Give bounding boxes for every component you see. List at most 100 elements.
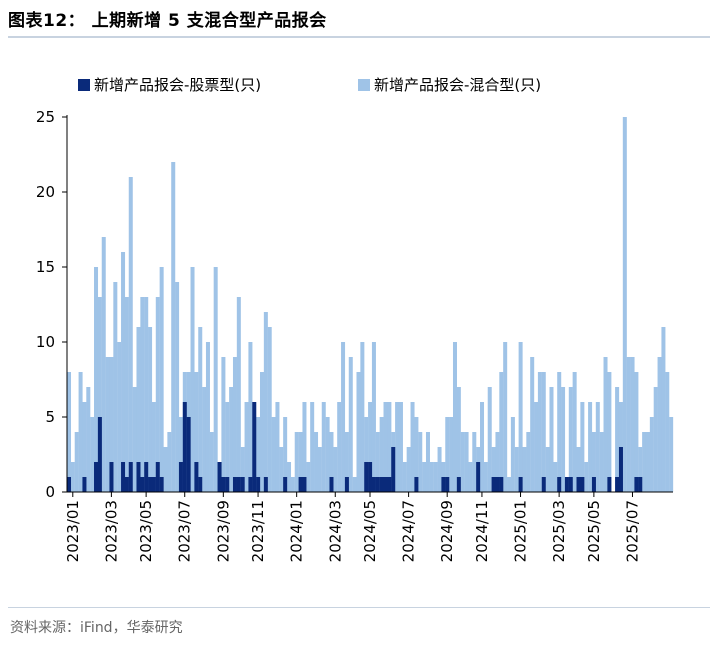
bar-hybrid <box>94 267 99 492</box>
bar-hybrid <box>541 372 546 492</box>
bar-hybrid <box>236 297 241 492</box>
bar-hybrid <box>634 372 639 492</box>
bar-equity <box>557 477 562 492</box>
bar-hybrid <box>402 462 407 492</box>
bar-hybrid <box>371 342 376 492</box>
x-tick-label: 2023/11 <box>249 500 267 562</box>
bar-hybrid <box>82 402 87 492</box>
bar-equity <box>568 477 573 492</box>
bar-equity <box>252 402 257 492</box>
bar-equity <box>151 477 156 492</box>
chart-title: 图表12： 上期新增 5 支混合型产品报会 <box>8 11 327 31</box>
bar-hybrid <box>117 342 122 492</box>
x-tick-label: 2024/03 <box>326 500 344 562</box>
bar-hybrid <box>464 432 469 492</box>
bar-equity <box>364 462 369 492</box>
bar-equity <box>607 477 612 492</box>
bar-equity <box>136 462 141 492</box>
bar-hybrid <box>514 447 519 492</box>
bar-hybrid <box>580 402 585 492</box>
bar-equity <box>618 447 623 492</box>
bar-hybrid <box>225 402 230 492</box>
bar-equity <box>371 477 376 492</box>
y-tick-label: 5 <box>45 408 55 426</box>
y-tick-label: 10 <box>36 333 55 351</box>
bar-hybrid <box>171 162 176 492</box>
bar-hybrid <box>287 462 292 492</box>
bar-equity <box>263 477 268 492</box>
bar-equity <box>155 462 160 492</box>
bar-hybrid <box>221 357 226 492</box>
bar-equity <box>67 477 72 492</box>
bar-hybrid <box>78 372 83 492</box>
bar-hybrid <box>414 417 419 492</box>
bar-equity <box>140 477 145 492</box>
bar-hybrid <box>398 402 403 492</box>
bar-equity <box>148 477 153 492</box>
bar-hybrid <box>584 462 589 492</box>
bar-hybrid <box>507 477 512 492</box>
bar-hybrid <box>483 462 488 492</box>
y-tick-label: 15 <box>36 258 55 276</box>
bar-equity <box>441 477 446 492</box>
bar-equity <box>379 477 384 492</box>
bar-hybrid <box>545 447 550 492</box>
bar-hybrid <box>105 357 110 492</box>
bar-equity <box>329 477 334 492</box>
bar-hybrid <box>510 417 515 492</box>
y-tick-label: 0 <box>45 483 55 501</box>
bar-hybrid <box>70 462 75 492</box>
y-tick-label: 20 <box>36 183 55 201</box>
bar-equity <box>456 477 461 492</box>
bar-hybrid <box>198 327 203 492</box>
x-tick-label: 2023/01 <box>64 500 82 562</box>
legend-label-equity: 新增产品报会-股票型(只) <box>94 76 262 94</box>
bar-hybrid <box>178 417 183 492</box>
bar-equity <box>121 462 126 492</box>
bar-hybrid <box>194 372 199 492</box>
source-note: 资料来源：iFind，华泰研究 <box>10 620 183 636</box>
bar-hybrid <box>275 402 280 492</box>
bar-hybrid <box>456 387 461 492</box>
bar-equity <box>391 447 396 492</box>
bar-hybrid <box>209 432 214 492</box>
bar-equity <box>302 477 307 492</box>
bar-hybrid <box>121 252 126 492</box>
bar-hybrid <box>607 372 612 492</box>
bar-equity <box>217 462 222 492</box>
bar-equity <box>541 477 546 492</box>
bar-hybrid <box>151 402 156 492</box>
bar-hybrid <box>279 447 284 492</box>
bar-hybrid <box>429 462 434 492</box>
bar-hybrid <box>321 402 326 492</box>
bar-equity <box>124 477 129 492</box>
x-tick-label: 2024/11 <box>473 500 491 562</box>
bar-equity <box>82 477 87 492</box>
bar-hybrid <box>487 387 492 492</box>
bar-hybrid <box>379 417 384 492</box>
bar-hybrid <box>557 372 562 492</box>
bar-hybrid <box>395 402 400 492</box>
bar-equity <box>445 477 450 492</box>
bar-hybrid <box>526 432 531 492</box>
bar-hybrid <box>595 402 600 492</box>
bar-hybrid <box>263 312 268 492</box>
bar-equity <box>344 477 349 492</box>
bar-equity <box>194 462 199 492</box>
bar-equity <box>225 477 230 492</box>
bar-hybrid <box>232 357 237 492</box>
bar-equity <box>495 477 500 492</box>
bar-hybrid <box>113 282 118 492</box>
bar-hybrid <box>298 432 303 492</box>
bar-hybrid <box>445 417 450 492</box>
bar-hybrid <box>418 432 423 492</box>
bar-equity <box>414 477 419 492</box>
bar-hybrid <box>302 402 307 492</box>
bar-equity <box>638 477 643 492</box>
bar-hybrid <box>175 282 180 492</box>
bar-hybrid <box>333 447 338 492</box>
bar-hybrid <box>213 267 218 492</box>
bar-hybrid <box>348 357 353 492</box>
bar-equity <box>298 477 303 492</box>
bar-hybrid <box>491 447 496 492</box>
